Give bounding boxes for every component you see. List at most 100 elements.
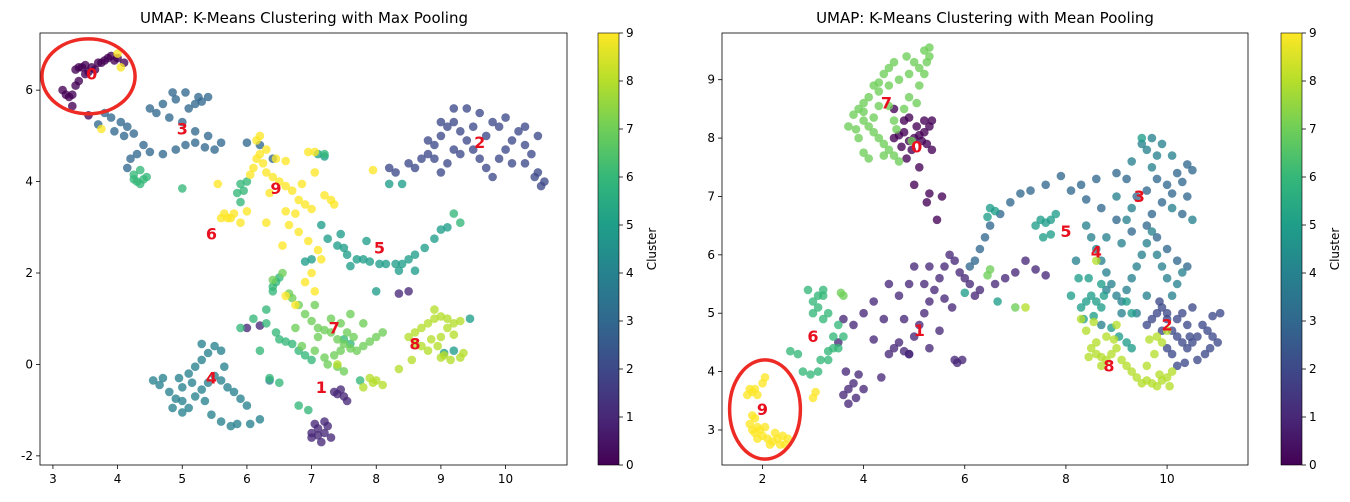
scatter-point-cluster-4	[1132, 262, 1141, 271]
scatter-point-cluster-1	[909, 332, 919, 341]
scatter-point-cluster-1	[329, 387, 339, 397]
scatter-point-cluster-7	[339, 339, 349, 349]
scatter-point-cluster-5	[1081, 297, 1091, 306]
scatter-point-cluster-9	[294, 195, 304, 205]
scatter-point-cluster-0	[74, 76, 84, 86]
scatter-point-cluster-7	[983, 271, 992, 280]
scatter-point-cluster-2	[1178, 338, 1187, 347]
scatter-point-cluster-6	[806, 370, 815, 379]
scatter-point-cluster-6	[834, 343, 843, 353]
scatter-point-cluster-5	[371, 287, 381, 296]
scatter-point-cluster-9	[284, 220, 294, 230]
scatter-point-cluster-3	[1167, 189, 1177, 198]
scatter-point-cluster-1	[839, 390, 848, 400]
scatter-point-cluster-4	[1092, 244, 1101, 254]
scatter-point-cluster-7	[889, 57, 899, 67]
scatter-point-cluster-6	[808, 297, 818, 306]
scatter-point-cluster-3	[1183, 192, 1192, 201]
scatter-point-cluster-9	[310, 168, 320, 177]
scatter-point-cluster-7	[874, 133, 884, 143]
scatter-point-cluster-1	[841, 367, 851, 376]
scatter-point-cluster-2	[1180, 358, 1190, 368]
scatter-point-cluster-9	[249, 163, 258, 173]
scatter-point-cluster-7	[889, 151, 899, 160]
scatter-point-cluster-0	[912, 122, 921, 131]
scatter-point-cluster-1	[915, 320, 924, 330]
scatter-point-cluster-4	[1112, 291, 1121, 301]
scatter-point-cluster-2	[1185, 332, 1195, 341]
scatter-point-cluster-2	[488, 117, 497, 127]
scatter-point-cluster-4	[171, 394, 181, 404]
cluster-label: 9	[757, 400, 768, 419]
highlight-ellipse	[40, 37, 137, 116]
scatter-points	[743, 43, 1225, 449]
scatter-point-cluster-4	[1147, 163, 1157, 172]
scatter-point-cluster-5	[410, 250, 420, 259]
scatter-point-cluster-8	[1162, 326, 1172, 336]
scatter-point-cluster-0	[925, 189, 934, 198]
x-tick-label: 9	[437, 472, 445, 486]
scatter-points	[58, 49, 549, 447]
scatter-point-cluster-5	[990, 206, 1000, 216]
scatter-point-cluster-9	[320, 191, 329, 200]
scatter-point-cluster-3	[1132, 192, 1141, 201]
colorbar-tick-label: 7	[1309, 122, 1317, 136]
scatter-point-cluster-4	[1102, 233, 1111, 242]
scatter-point-cluster-0	[909, 180, 919, 190]
scatter-point-cluster-1	[920, 308, 929, 318]
scatter-point-cluster-3	[1112, 215, 1121, 225]
scatter-point-cluster-7	[879, 69, 889, 79]
scatter-point-cluster-8	[1145, 335, 1154, 344]
scatter-point-cluster-8	[436, 312, 446, 321]
scatter-point-cluster-8	[1117, 355, 1126, 365]
scatter-point-cluster-2	[1200, 349, 1210, 359]
scatter-point-cluster-9	[281, 207, 291, 216]
scatter-point-cluster-3	[1178, 177, 1187, 187]
panel-max-pooling: UMAP: K-Means Clustering with Max Poolin…	[21, 9, 659, 486]
scatter-point-cluster-8	[423, 346, 433, 356]
scatter-point-cluster-3	[158, 99, 168, 109]
scatter-point-cluster-5	[1092, 297, 1101, 306]
scatter-point-cluster-9	[255, 149, 265, 159]
scatter-point-cluster-7	[902, 52, 911, 61]
scatter-point-cluster-2	[514, 127, 523, 136]
scatter-point-cluster-2	[1183, 320, 1192, 330]
chart-title: UMAP: K-Means Clustering with Mean Pooli…	[816, 9, 1154, 27]
scatter-point-cluster-9	[291, 209, 300, 218]
scatter-point-cluster-4	[216, 417, 226, 426]
scatter-point-cluster-7	[300, 309, 310, 319]
scatter-point-cluster-1	[859, 308, 868, 318]
scatter-point-cluster-2	[1208, 332, 1217, 341]
scatter-point-cluster-4	[1157, 262, 1167, 271]
scatter-point-cluster-6	[813, 303, 823, 312]
scatter-point-cluster-4	[178, 408, 187, 417]
scatter-point-cluster-7	[864, 154, 873, 163]
scatter-point-cluster-4	[232, 419, 242, 429]
scatter-point-cluster-4	[178, 383, 187, 392]
scatter-point-cluster-5	[1089, 311, 1098, 321]
scatter-point-cluster-4	[1127, 273, 1136, 283]
scatter-point-cluster-7	[879, 139, 889, 149]
scatter-point-cluster-5	[365, 257, 375, 266]
scatter-point-cluster-2	[1178, 308, 1187, 318]
scatter-point-cluster-8	[1152, 332, 1162, 341]
cluster-label: 6	[807, 327, 818, 346]
panel-mean-pooling: UMAP: K-Means Clustering with Mean Pooli…	[707, 9, 1342, 486]
colorbar-label: Cluster	[1328, 228, 1342, 271]
scatter-point-cluster-3	[139, 140, 148, 150]
scatter-point-cluster-3	[1142, 221, 1152, 230]
scatter-point-cluster-7	[307, 316, 316, 326]
scatter-point-cluster-4	[1152, 151, 1162, 160]
scatter-point-cluster-8	[368, 378, 378, 388]
scatter-point-cluster-3	[171, 145, 181, 154]
scatter-point-cluster-2	[430, 154, 439, 163]
scatter-point-cluster-3	[1081, 195, 1091, 204]
scatter-point-cluster-0	[897, 142, 906, 152]
scatter-point-cluster-8	[404, 332, 413, 342]
scatter-point-cluster-7	[864, 122, 873, 131]
scatter-point-cluster-7	[884, 63, 894, 73]
scatter-point-cluster-3	[145, 147, 155, 157]
scatter-point-cluster-5	[1031, 221, 1040, 230]
scatter-point-cluster-5	[336, 229, 346, 239]
scatter-point-cluster-1	[1011, 268, 1020, 277]
